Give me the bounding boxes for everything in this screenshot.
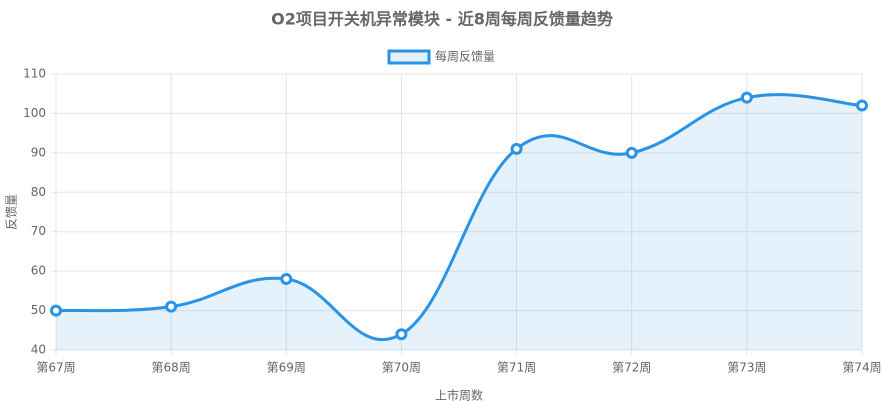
x-tick-label: 第74周 bbox=[842, 361, 881, 375]
point bbox=[165, 300, 178, 313]
point bbox=[510, 142, 523, 155]
y-tick-label: 90 bbox=[31, 145, 46, 159]
point bbox=[280, 273, 293, 286]
area bbox=[56, 94, 862, 351]
point bbox=[50, 304, 62, 317]
x-tick-label: 第71周 bbox=[497, 361, 536, 375]
y-axis-label: 反馈量 bbox=[5, 194, 19, 230]
legend-swatch bbox=[387, 49, 431, 65]
y-tick-label: 50 bbox=[31, 303, 46, 317]
point bbox=[856, 99, 868, 112]
y-tick-label: 40 bbox=[31, 343, 46, 357]
x-axis-label: 上市周数 bbox=[435, 388, 483, 401]
x-tick-label: 第72周 bbox=[612, 361, 651, 375]
legend-label: 每周反馈量 bbox=[435, 49, 495, 64]
y-tick-label: 70 bbox=[31, 224, 46, 238]
y-tick-label: 100 bbox=[23, 106, 46, 120]
y-tick-label: 60 bbox=[31, 264, 46, 278]
point bbox=[740, 91, 753, 104]
line bbox=[55, 93, 863, 342]
x-tick-label: 第70周 bbox=[382, 361, 421, 375]
x-tick-label: 第68周 bbox=[152, 361, 191, 375]
point bbox=[395, 328, 408, 341]
y-tick-label: 80 bbox=[31, 185, 46, 199]
x-tick-label: 第67周 bbox=[36, 361, 75, 375]
point bbox=[625, 146, 638, 159]
x-tick-label: 第73周 bbox=[727, 361, 766, 375]
x-tick-label: 第69周 bbox=[267, 361, 306, 375]
chart-title: O2项目开关机异常模块 - 近8周每周反馈量趋势 bbox=[271, 10, 613, 29]
y-tick-label: 110 bbox=[23, 67, 46, 81]
